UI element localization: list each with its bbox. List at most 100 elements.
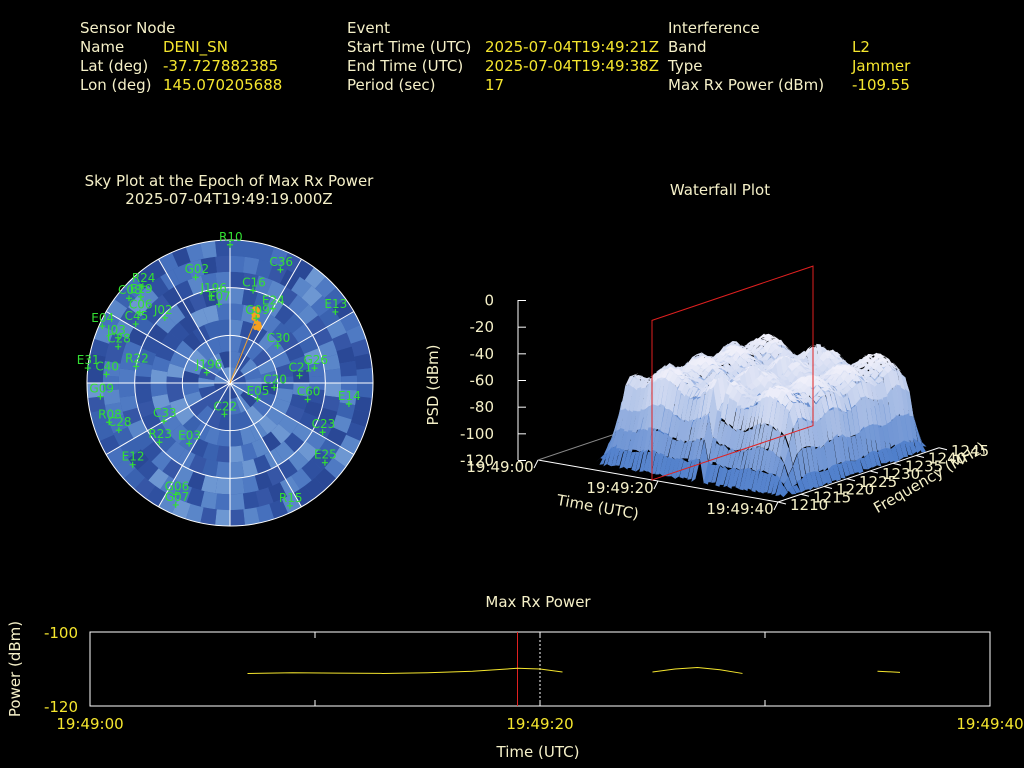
satellite-marker: C06 <box>129 298 153 316</box>
power-x-tick-label: 19:49:40 <box>956 715 1023 733</box>
satellite-marker: C20 <box>263 373 287 391</box>
waterfall-psd-tick-label: -80 <box>470 398 495 416</box>
waterfall-frequency-tick-label: 1210 <box>790 496 828 514</box>
waterfall-time-tick <box>653 480 659 490</box>
sensor-label-1: Lat (deg) <box>80 57 149 75</box>
sensor-title: Sensor Node <box>80 19 176 37</box>
satellite-label: C23 <box>312 417 336 431</box>
sky-plot-subtitle: 2025-07-04T19:49:19.000Z <box>125 190 332 208</box>
satellite-label: R08 <box>98 407 122 421</box>
satellite-marker: G02 <box>185 262 210 281</box>
event-value-0: 2025-07-04T19:49:21Z <box>485 38 659 56</box>
event-label-2: Period (sec) <box>347 76 436 94</box>
waterfall-frequency-tick-label: 1235 <box>905 457 943 475</box>
interference-value-0: L2 <box>852 38 870 56</box>
satellite-marker: C21 <box>289 361 312 379</box>
interference-label-1: Type <box>668 57 703 75</box>
waterfall-surface <box>595 333 927 498</box>
satellite-label: G02 <box>185 262 210 276</box>
power-x-tick-label: 19:49:00 <box>56 715 123 733</box>
satellite-marker: E25 <box>314 448 337 466</box>
interference-value-2: -109.55 <box>852 76 910 94</box>
satellite-label: R24 <box>132 271 156 285</box>
waterfall-psd-label: PSD (dBm) <box>424 344 442 425</box>
satellite-label: E03 <box>178 429 201 443</box>
satellite-label: G09 <box>89 382 114 396</box>
power-series-line <box>652 667 743 674</box>
interference-title: Interference <box>668 19 760 37</box>
satellite-label: C45 <box>125 309 149 323</box>
satellite-marker: E13 <box>324 297 347 315</box>
waterfall-frequency-tick <box>777 501 787 505</box>
waterfall-time-tick-label: 19:49:20 <box>586 479 653 497</box>
waterfall-frequency-tick <box>892 462 902 466</box>
satellite-label: J196 <box>200 281 227 295</box>
waterfall-psd-tick-label: 0 <box>484 292 494 310</box>
interference-direction-ray <box>229 316 258 384</box>
waterfall-frequency-tick <box>846 478 856 482</box>
satellite-marker: C60 <box>297 385 320 403</box>
satellite-label: R22 <box>125 351 149 365</box>
satellite-marker: R23 <box>148 427 172 446</box>
satellite-label: J02 <box>153 303 173 317</box>
satellite-label: E19 <box>130 282 153 296</box>
satellite-marker: G26 <box>303 353 328 372</box>
satellite-marker: C08 <box>118 283 142 302</box>
satellite-label: G09 <box>245 303 270 317</box>
satellite-marker: C28 <box>108 415 132 434</box>
sensor-value-0: DENI_SN <box>163 38 228 56</box>
satellite-label: C36 <box>269 255 293 269</box>
waterfall-psd-tick-label: -120 <box>460 452 494 470</box>
satellite-marker: C33 <box>153 406 177 425</box>
satellite-label: R15 <box>279 491 303 505</box>
satellite-label: C30 <box>267 331 291 345</box>
jammer-cluster <box>251 306 262 332</box>
satellite-label: C28 <box>107 332 131 346</box>
waterfall-frequency-tick <box>823 486 833 489</box>
waterfall-frequency-tick <box>938 447 948 451</box>
satellite-label: C08 <box>118 283 142 297</box>
satellite-marker: R24 <box>132 271 156 290</box>
sensor-label-0: Name <box>80 38 125 56</box>
satellite-marker: R22 <box>125 351 149 370</box>
satellite-marker: G09 <box>245 303 270 322</box>
satellite-marker: C28 <box>107 332 131 350</box>
satellite-marker: R10 <box>219 230 243 248</box>
waterfall-psd-tick-label: -40 <box>470 345 495 363</box>
waterfall-frequency-tick <box>915 455 925 458</box>
power-y-axis-label: Power (dBm) <box>6 621 24 717</box>
event-value-1: 2025-07-04T19:49:38Z <box>485 57 659 75</box>
power-series-line <box>247 667 563 674</box>
sensor-value-1: -37.727882385 <box>163 57 279 75</box>
waterfall-time-tick <box>533 459 539 469</box>
event-label-1: End Time (UTC) <box>347 57 464 75</box>
waterfall-frequency-tick <box>869 470 879 474</box>
waterfall-psd-tick-label: -100 <box>460 425 494 443</box>
waterfall-frequency-tick-label: 1220 <box>836 481 874 499</box>
satellite-marker: J196 <box>195 358 222 376</box>
satellite-label: C16 <box>242 275 266 289</box>
satellite-label: G26 <box>303 353 328 367</box>
waterfall-psd-tick-label: -60 <box>470 372 495 390</box>
satellite-marker: E19 <box>130 282 153 300</box>
satellite-label: E25 <box>314 448 337 462</box>
event-value-2: 17 <box>485 76 505 94</box>
satellite-label: E05 <box>247 384 270 398</box>
satellite-marker: J03 <box>106 323 126 341</box>
satellite-label: E12 <box>122 450 145 464</box>
sensor-value-2: 145.070205688 <box>163 76 283 94</box>
satellite-marker: R15 <box>279 491 303 509</box>
satellite-marker: E24 <box>262 294 285 312</box>
satellite-marker: C22 <box>213 399 237 418</box>
waterfall-frequency-tick-label: 1215 <box>813 488 851 506</box>
satellite-label: J196 <box>195 358 222 372</box>
satellite-marker: C45 <box>125 309 149 328</box>
satellite-label: E14 <box>338 389 361 403</box>
waterfall-epoch-plane <box>651 265 814 481</box>
satellite-marker: J02 <box>153 303 173 321</box>
waterfall-time-tick <box>773 501 779 511</box>
satellite-label: G07 <box>165 490 190 504</box>
satellite-marker: E05 <box>247 384 270 402</box>
satellite-marker: C36 <box>269 255 293 273</box>
